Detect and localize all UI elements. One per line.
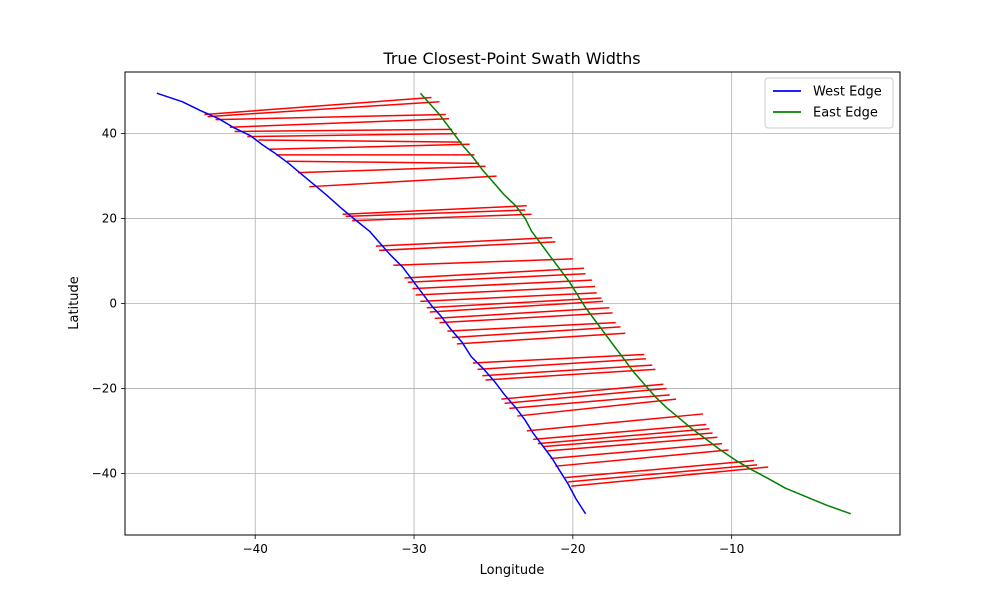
swath-line: [309, 175, 497, 188]
swath-line: [547, 436, 718, 452]
legend-label: West Edge: [813, 85, 882, 100]
swath-line: [215, 113, 446, 121]
swath-line: [434, 306, 610, 320]
legend-label: East Edge: [813, 106, 878, 121]
legend: West Edge East Edge: [764, 77, 894, 129]
swath-line: [517, 398, 677, 417]
swath-line: [234, 128, 453, 133]
swath-line: [482, 364, 653, 377]
swath-line: [509, 394, 670, 410]
swath-line: [342, 205, 527, 216]
edge-series: [156, 92, 852, 515]
swath-line: [345, 209, 526, 218]
swath-line: [564, 459, 754, 479]
swath-line: [526, 413, 704, 432]
swath-line: [439, 312, 613, 324]
swath-line: [452, 326, 621, 339]
x-tick-label: −10: [719, 542, 744, 556]
swath-line: [258, 139, 462, 143]
swath-line: [204, 96, 432, 116]
west-edge-line: [156, 92, 587, 515]
swath-line: [537, 428, 710, 445]
y-tick-label: 20: [102, 212, 117, 226]
y-axis-label: Latitude: [67, 276, 82, 330]
east-edge-line: [419, 92, 852, 515]
swath-line: [533, 423, 707, 441]
y-tick-label: 0: [109, 297, 117, 311]
swath-line: [286, 160, 480, 165]
swath-line: [352, 213, 532, 222]
swath-line: [247, 132, 457, 138]
swath-line: [501, 383, 664, 400]
swath-line: [429, 300, 604, 313]
swath-line: [269, 143, 470, 151]
swath-line: [415, 285, 596, 296]
swath-line: [568, 464, 758, 483]
y-tick-label: 40: [102, 127, 117, 141]
swath-line: [229, 117, 450, 128]
swath-line: [375, 236, 553, 247]
swath-line: [571, 466, 769, 487]
swath-line: [404, 267, 585, 279]
y-tick-label: −40: [92, 466, 117, 480]
swath-line: [485, 368, 656, 381]
swath-line: [379, 241, 556, 252]
swath-line: [555, 449, 729, 467]
swath-line: [298, 165, 486, 174]
x-axis-label: Longitude: [480, 563, 545, 578]
swath-line: [207, 100, 440, 118]
swath-line: [456, 332, 626, 345]
chart-title: True Closest-Point Swath Widths: [382, 49, 640, 68]
grid-lines: [125, 72, 900, 535]
swath-line: [504, 387, 667, 405]
swath-line: [550, 442, 723, 460]
swath-line: [447, 321, 616, 332]
x-tick-label: −30: [401, 542, 426, 556]
swath-segments: [204, 96, 769, 487]
swath-line: [420, 292, 597, 303]
swath-line: [393, 258, 573, 267]
x-tick-label: −20: [560, 542, 585, 556]
swath-line: [477, 357, 646, 371]
swath-line: [426, 297, 602, 309]
swath-line: [407, 273, 586, 284]
swath-line: [542, 432, 713, 448]
swath-line: [472, 353, 645, 364]
x-tick-label: −40: [243, 542, 268, 556]
y-tick-label: −20: [92, 381, 117, 395]
swath-line: [412, 279, 592, 290]
axis-ticks: −40 −30 −20 −10 −40 −20 0 20 40: [92, 127, 745, 556]
